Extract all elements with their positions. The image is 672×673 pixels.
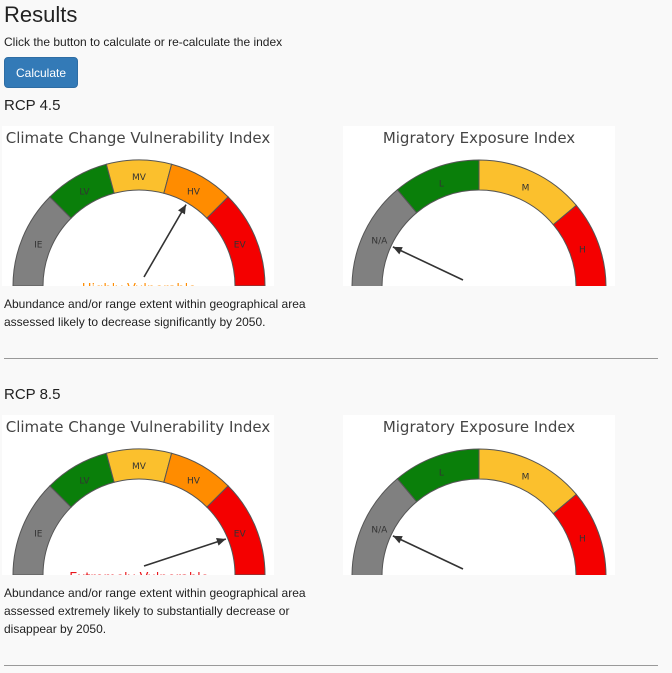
ccvi-gauge: Climate Change Vulnerability Index IE LV MV… [6, 418, 271, 575]
gauge-segment-label: H [579, 245, 586, 255]
gauge-needle-head [392, 535, 403, 544]
gauge-needle [143, 204, 187, 278]
gauge-segment-label: EV [234, 529, 247, 539]
gauge-segment-ev [206, 485, 266, 575]
gauge-segment-label: LV [79, 188, 90, 198]
rcp-label: RCP 8.5 [4, 386, 61, 403]
gauge-segment-label: N/A [371, 526, 388, 536]
gauge-segment-label: EV [234, 240, 247, 250]
gauge-segment-label: M [522, 183, 530, 193]
gauge-title: Migratory Exposure Index [383, 129, 575, 147]
gauge-status-label: N/A [467, 285, 490, 286]
section-divider [4, 358, 658, 359]
gauge-status-label: N/A [467, 574, 490, 575]
rcp-label: RCP 4.5 [4, 97, 61, 114]
mei-gauge-panel: Migratory Exposure Index N/A L M H N/A [343, 126, 615, 286]
gauge-segment-label: HV [187, 477, 201, 487]
gauge-status-label: Highly Vulnerable [82, 282, 197, 286]
instruction-text: Click the button to calculate or re-calc… [4, 35, 283, 49]
section-divider [4, 665, 658, 666]
gauge-segment-label: H [579, 534, 586, 544]
gauge-needle [143, 538, 227, 567]
gauge-title: Climate Change Vulnerability Index [6, 418, 271, 436]
gauge-needle-head [216, 538, 226, 546]
calculate-button[interactable]: Calculate [4, 57, 78, 88]
gauge-segment-label: M [522, 472, 530, 482]
gauge-segment-label: L [439, 469, 444, 479]
mei-gauge: Migratory Exposure Index N/A L M H N/A [351, 129, 607, 286]
gauge-needle-head [392, 246, 403, 255]
gauge-segment-h [552, 204, 607, 286]
mei-gauge-panel: Migratory Exposure Index N/A L M H N/A [343, 415, 615, 575]
gauge-segment-label: L [439, 180, 444, 190]
gauge-segment-ev [206, 196, 266, 286]
gauge-segment-h [552, 493, 607, 575]
gauge-segment-label: HV [187, 188, 201, 198]
page-title: Results [4, 2, 78, 27]
gauge-needle-head [178, 204, 186, 215]
gauge-title: Migratory Exposure Index [383, 418, 575, 436]
gauge-segment-label: N/A [371, 237, 388, 247]
gauge-segment-label: IE [34, 240, 43, 250]
gauge-segment-label: IE [34, 529, 43, 539]
gauge-needle [392, 535, 464, 570]
gauge-title: Climate Change Vulnerability Index [6, 129, 271, 147]
mei-gauge: Migratory Exposure Index N/A L M H N/A [351, 418, 607, 575]
ccvi-gauge-panel: Climate Change Vulnerability Index IE LV MV… [2, 415, 274, 575]
gauge-segment-label: MV [132, 173, 147, 183]
gauge-status-label: Extremely Vulnerable [69, 571, 208, 575]
gauge-segment-label: LV [79, 477, 90, 487]
gauge-segment-label: MV [132, 462, 147, 472]
gauge-needle [392, 246, 464, 281]
vulnerability-description: Abundance and/or range extent within geo… [4, 586, 306, 636]
vulnerability-description: Abundance and/or range extent within geo… [4, 297, 306, 329]
ccvi-gauge: Climate Change Vulnerability Index IE LV MV… [6, 129, 271, 286]
ccvi-gauge-panel: Climate Change Vulnerability Index IE LV MV… [2, 126, 274, 286]
